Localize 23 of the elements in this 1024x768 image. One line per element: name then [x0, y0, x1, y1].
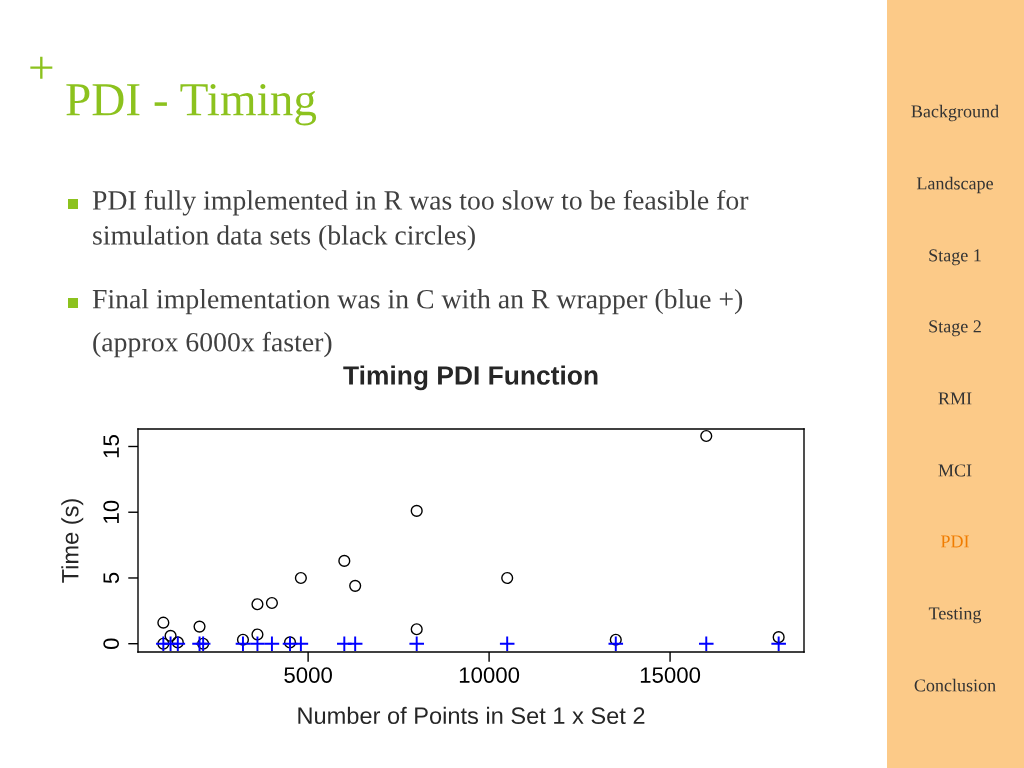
text: Stage 2	[929, 320, 981, 337]
text: Background	[911, 104, 999, 122]
x-axis-title: Number of Points in Set 1 x Set 2	[298, 706, 645, 725]
text: PDI - Timing	[66, 83, 317, 126]
text: Final implementation was in C with an R wrapper (blue +) (approx 6000x faster)	[92, 289, 743, 358]
text: Testing	[928, 607, 982, 624]
y-tick-label: 15	[103, 435, 120, 458]
x-tick-label: 5000	[284, 667, 332, 683]
text: +	[30, 56, 53, 79]
text: RMI	[938, 392, 972, 405]
text: MCI	[938, 464, 972, 477]
x-tick-label: 15000	[640, 667, 701, 683]
chart-title: Timing PDI Function	[343, 365, 598, 391]
y-axis-title: Time (s)	[61, 499, 84, 583]
x-tick-label: 10000	[459, 667, 520, 683]
text: PDI	[940, 535, 969, 548]
text: Conclusion	[914, 678, 996, 692]
text: Stage 1	[929, 249, 981, 266]
y-tick-label: 10	[103, 500, 120, 523]
y-tick-label: 0	[103, 638, 120, 650]
text: PDI fully implemented in R was too slow to be feasible for simulation data sets (black circles)	[92, 190, 749, 251]
text: Landscape	[916, 176, 993, 194]
y-tick-label: 5	[103, 572, 120, 584]
